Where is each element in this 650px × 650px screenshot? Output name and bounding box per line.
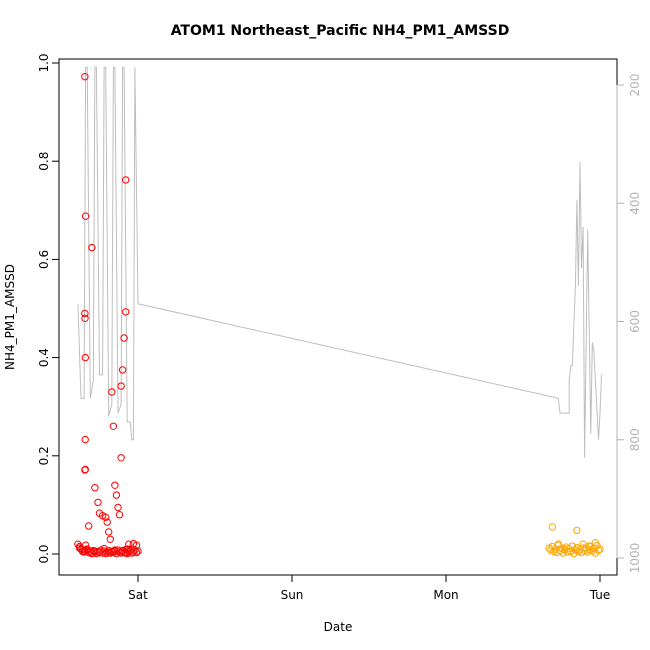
y2-tick-label: 400	[628, 192, 642, 215]
data-point	[122, 308, 130, 316]
data-point	[591, 539, 600, 547]
data-point	[81, 309, 89, 318]
data-point	[111, 481, 119, 489]
x-axis: Sat Sun Mon Tue	[128, 574, 611, 602]
data-point	[109, 422, 118, 430]
y-tick-label: 0.0	[37, 544, 51, 563]
data-point	[132, 541, 141, 549]
data-point	[81, 212, 90, 220]
points-layer	[74, 73, 604, 558]
data-point	[594, 546, 603, 554]
data-point	[115, 511, 124, 519]
data-point	[91, 484, 99, 492]
x-tick-label: Sun	[281, 588, 304, 602]
data-point	[91, 547, 99, 555]
data-point	[585, 542, 593, 550]
data-point	[122, 176, 130, 184]
data-point	[81, 547, 89, 556]
y2-tick-label: 600	[628, 310, 642, 333]
data-point	[81, 466, 89, 474]
x-tick-label: Mon	[433, 588, 458, 602]
data-point	[596, 545, 604, 553]
data-point	[117, 382, 125, 390]
y-axis: 0.0 0.2 0.4 0.6 0.8 1.0	[37, 53, 60, 564]
data-point	[106, 535, 115, 543]
x-tick-label: Sat	[128, 588, 148, 602]
data-point	[559, 549, 567, 557]
y-tick-label: 0.8	[37, 152, 51, 171]
data-point	[100, 544, 108, 553]
y-tick-label: 0.2	[37, 446, 51, 465]
data-point	[125, 540, 133, 548]
data-point	[81, 435, 89, 444]
data-point	[112, 491, 121, 499]
data-point	[114, 503, 122, 512]
y2-tick-label: 200	[628, 74, 642, 97]
data-point	[548, 523, 556, 531]
data-point	[120, 334, 128, 342]
data-point	[573, 526, 581, 535]
data-point	[567, 547, 575, 556]
data-point	[94, 498, 102, 507]
y-tick-label: 1.0	[37, 53, 51, 72]
data-point	[81, 353, 90, 362]
plot-frame	[58, 58, 618, 576]
y-tick-label: 0.4	[37, 348, 51, 367]
data-point	[102, 513, 110, 521]
data-point	[111, 546, 119, 554]
y2-axis: 200 400 600 800 1000	[616, 74, 642, 574]
data-point	[88, 243, 96, 252]
pressure-line	[77, 66, 602, 458]
data-point	[117, 454, 125, 462]
y-axis-label: NH4_PM1_AMSSD	[3, 264, 17, 370]
data-point	[81, 314, 89, 322]
pressure-line-layer	[77, 66, 602, 458]
y-tick-label: 0.6	[37, 250, 51, 269]
data-point	[108, 388, 116, 396]
x-axis-label: Date	[324, 620, 353, 634]
data-point	[85, 522, 93, 530]
chart-title: ATOM1 Northeast_Pacific NH4_PM1_AMSSD	[171, 23, 510, 39]
data-point	[95, 548, 104, 557]
x-tick-label: Tue	[589, 588, 611, 602]
data-point	[83, 545, 91, 553]
data-point	[105, 528, 113, 536]
data-point	[132, 548, 141, 557]
data-point	[103, 518, 111, 526]
y2-tick-label: 1000	[628, 543, 642, 574]
data-point	[123, 545, 131, 553]
data-point	[554, 540, 563, 548]
y2-tick-label: 800	[628, 428, 642, 451]
data-point	[118, 366, 127, 374]
data-point	[560, 545, 569, 553]
data-point	[81, 73, 89, 81]
